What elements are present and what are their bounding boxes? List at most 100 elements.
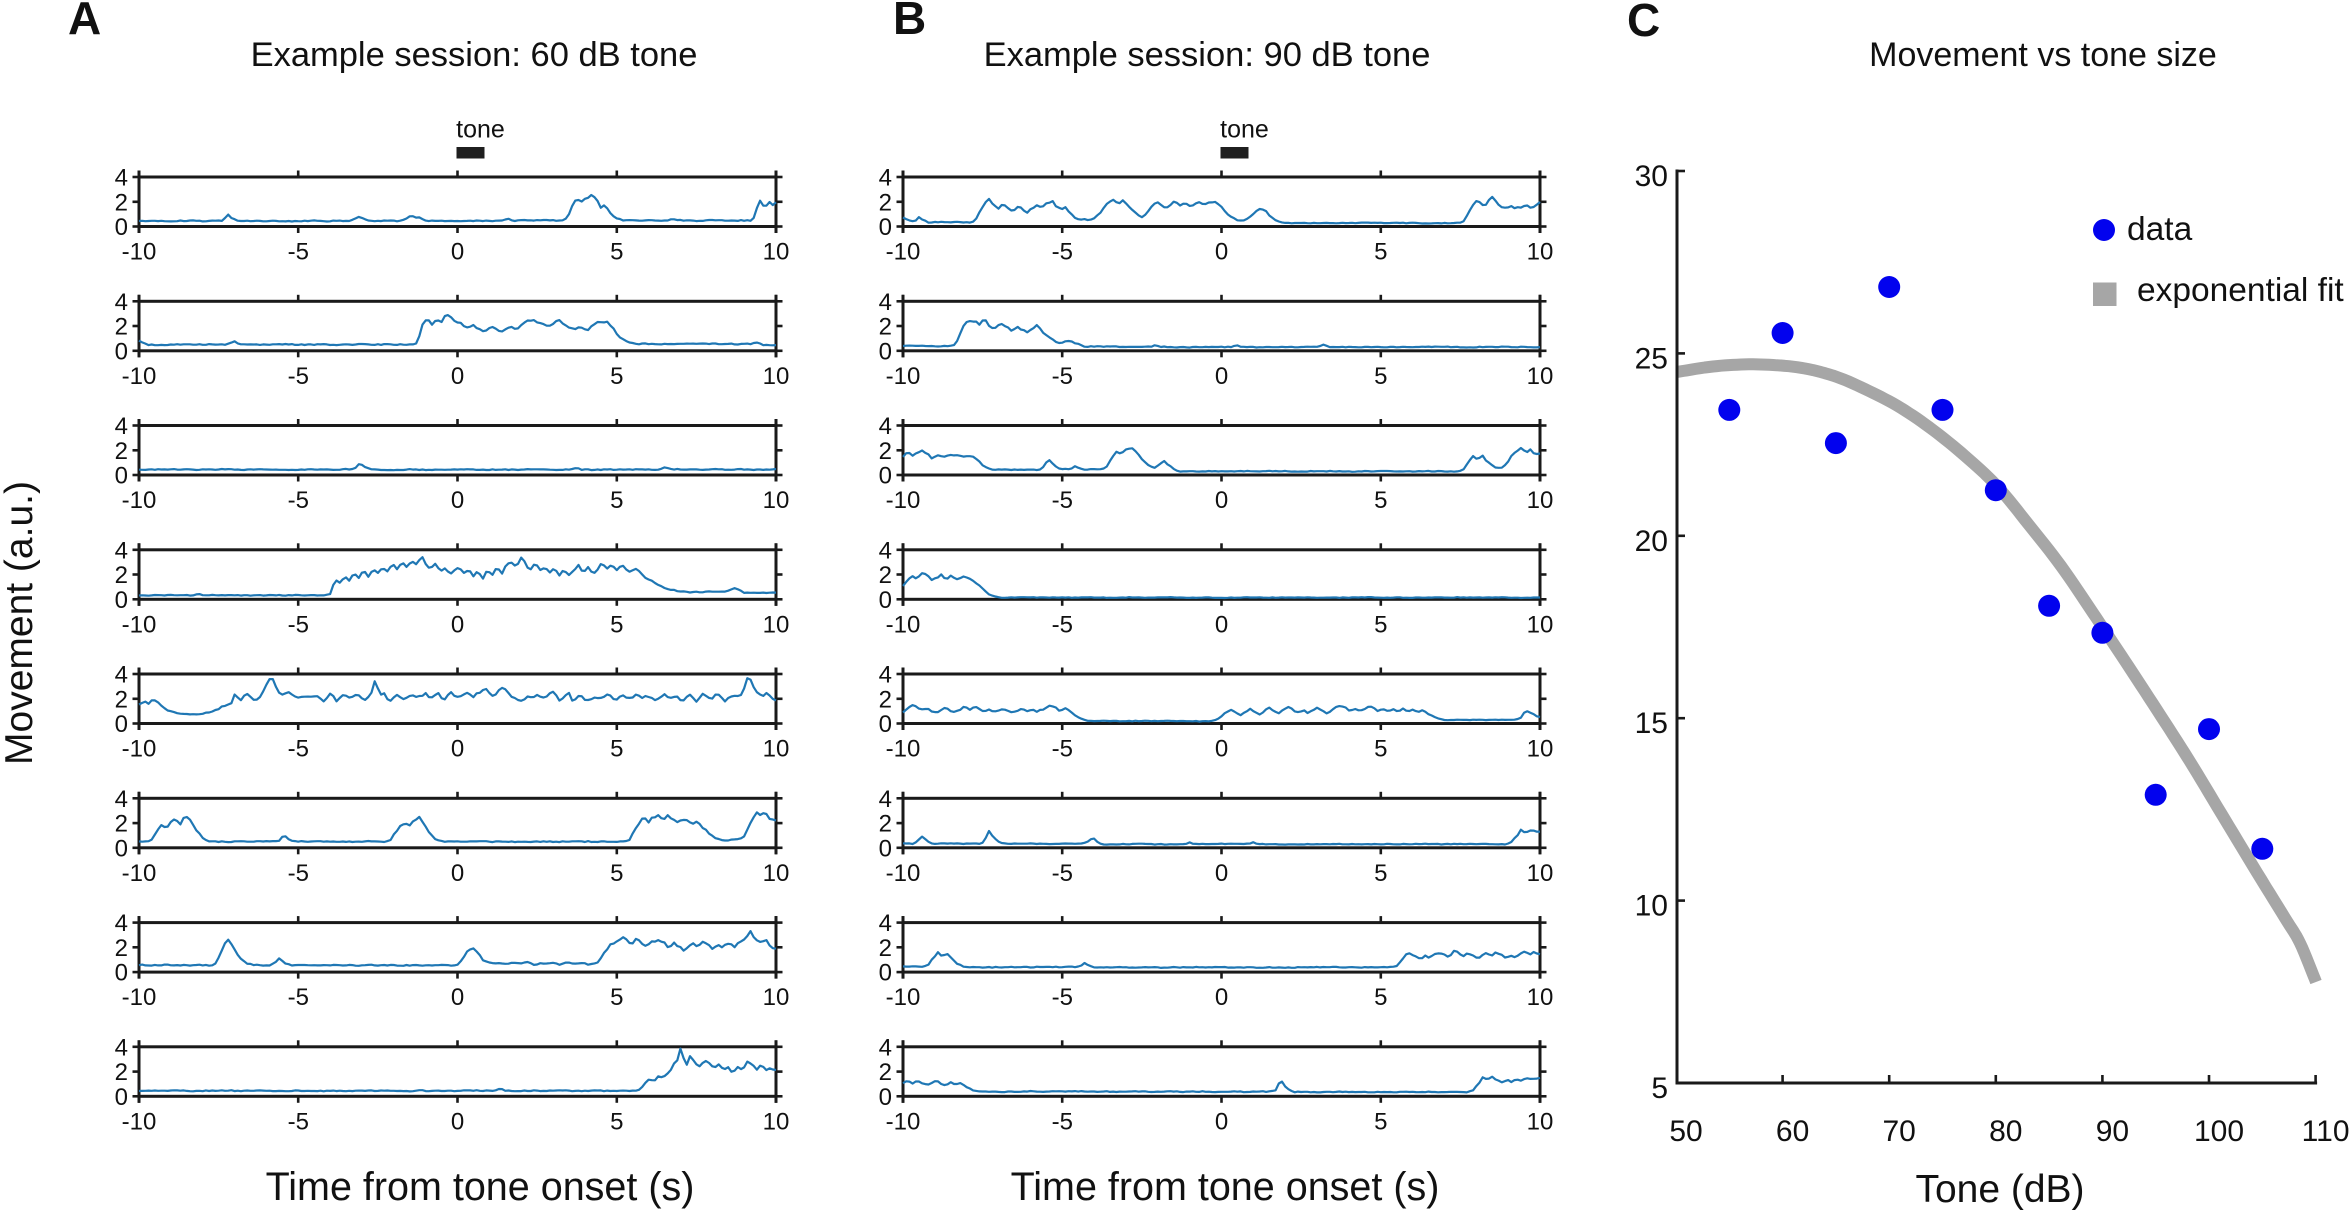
- svg-text:25: 25: [1635, 342, 1668, 375]
- svg-text:20: 20: [1635, 525, 1668, 558]
- svg-text:4: 4: [115, 662, 128, 689]
- svg-text:-10: -10: [122, 1108, 157, 1135]
- svg-text:2: 2: [115, 562, 128, 589]
- svg-text:0: 0: [451, 984, 464, 1011]
- svg-text:5: 5: [1374, 984, 1387, 1011]
- svg-text:5: 5: [610, 736, 623, 763]
- svg-text:0: 0: [879, 711, 892, 738]
- svg-text:4: 4: [879, 413, 892, 440]
- svg-text:5: 5: [610, 239, 623, 266]
- svg-text:2: 2: [115, 189, 128, 216]
- svg-text:Example session: 90 dB tone: Example session: 90 dB tone: [984, 36, 1431, 74]
- svg-text:2: 2: [879, 1059, 892, 1086]
- svg-text:0: 0: [879, 960, 892, 987]
- svg-text:4: 4: [879, 786, 892, 813]
- svg-text:2: 2: [879, 314, 892, 341]
- svg-text:-10: -10: [122, 611, 157, 638]
- svg-text:4: 4: [879, 537, 892, 564]
- svg-text:10: 10: [1527, 611, 1554, 638]
- svg-text:-10: -10: [886, 611, 921, 638]
- svg-text:4: 4: [115, 786, 128, 813]
- svg-text:Movement (a.u.): Movement (a.u.): [0, 481, 41, 765]
- svg-text:exponential fit: exponential fit: [2137, 272, 2344, 309]
- svg-text:4: 4: [115, 413, 128, 440]
- svg-text:5: 5: [1651, 1072, 1668, 1105]
- svg-text:0: 0: [115, 214, 128, 241]
- svg-text:tone: tone: [456, 116, 505, 144]
- svg-text:C: C: [1627, 0, 1660, 46]
- svg-text:0: 0: [451, 736, 464, 763]
- svg-text:10: 10: [1527, 363, 1554, 390]
- svg-text:4: 4: [115, 165, 128, 192]
- svg-text:4: 4: [879, 165, 892, 192]
- svg-text:0: 0: [115, 711, 128, 738]
- svg-text:-10: -10: [122, 860, 157, 887]
- svg-text:-10: -10: [886, 487, 921, 514]
- svg-text:-10: -10: [886, 984, 921, 1011]
- svg-text:50: 50: [1669, 1115, 1702, 1148]
- svg-text:2: 2: [879, 438, 892, 465]
- svg-text:2: 2: [879, 686, 892, 713]
- svg-text:0: 0: [451, 239, 464, 266]
- svg-text:0: 0: [451, 1108, 464, 1135]
- svg-text:10: 10: [1527, 736, 1554, 763]
- svg-text:-5: -5: [288, 1108, 309, 1135]
- svg-text:0: 0: [1215, 1108, 1228, 1135]
- svg-text:-10: -10: [122, 239, 157, 266]
- svg-text:-5: -5: [1052, 487, 1073, 514]
- svg-text:-5: -5: [1052, 611, 1073, 638]
- svg-text:4: 4: [879, 910, 892, 937]
- svg-text:100: 100: [2194, 1115, 2244, 1148]
- svg-text:5: 5: [610, 1108, 623, 1135]
- svg-text:10: 10: [763, 736, 790, 763]
- svg-text:-5: -5: [1052, 363, 1073, 390]
- svg-text:0: 0: [115, 587, 128, 614]
- svg-text:Tone (dB): Tone (dB): [1915, 1168, 2084, 1210]
- svg-text:data: data: [2127, 211, 2193, 248]
- svg-text:15: 15: [1635, 707, 1668, 740]
- svg-text:2: 2: [115, 811, 128, 838]
- svg-text:0: 0: [451, 363, 464, 390]
- svg-text:4: 4: [879, 1034, 892, 1061]
- svg-text:4: 4: [115, 537, 128, 564]
- svg-text:10: 10: [1527, 239, 1554, 266]
- svg-text:4: 4: [115, 289, 128, 316]
- svg-text:10: 10: [763, 363, 790, 390]
- svg-text:-10: -10: [886, 860, 921, 887]
- svg-text:10: 10: [763, 984, 790, 1011]
- svg-text:-5: -5: [1052, 860, 1073, 887]
- svg-text:Movement vs tone size: Movement vs tone size: [1869, 36, 2217, 74]
- svg-text:2: 2: [879, 935, 892, 962]
- svg-text:5: 5: [610, 611, 623, 638]
- svg-text:10: 10: [1527, 984, 1554, 1011]
- svg-text:0: 0: [451, 611, 464, 638]
- svg-text:-10: -10: [886, 363, 921, 390]
- svg-text:2: 2: [115, 314, 128, 341]
- svg-text:-5: -5: [1052, 239, 1073, 266]
- svg-text:5: 5: [1374, 487, 1387, 514]
- svg-text:5: 5: [610, 363, 623, 390]
- svg-text:0: 0: [1215, 487, 1228, 514]
- svg-text:5: 5: [610, 487, 623, 514]
- svg-text:30: 30: [1635, 160, 1668, 193]
- svg-text:5: 5: [1374, 1108, 1387, 1135]
- svg-text:10: 10: [1527, 1108, 1554, 1135]
- svg-text:4: 4: [115, 910, 128, 937]
- svg-text:0: 0: [879, 587, 892, 614]
- svg-text:-10: -10: [886, 1108, 921, 1135]
- svg-text:80: 80: [1989, 1115, 2022, 1148]
- svg-text:0: 0: [879, 1084, 892, 1111]
- svg-text:-5: -5: [288, 984, 309, 1011]
- svg-text:A: A: [68, 0, 101, 44]
- svg-text:4: 4: [879, 289, 892, 316]
- svg-text:4: 4: [879, 662, 892, 689]
- svg-text:10: 10: [763, 487, 790, 514]
- svg-text:10: 10: [763, 1108, 790, 1135]
- svg-text:-5: -5: [1052, 984, 1073, 1011]
- svg-text:0: 0: [879, 214, 892, 241]
- svg-text:-5: -5: [288, 363, 309, 390]
- svg-text:Example session: 60 dB tone: Example session: 60 dB tone: [251, 36, 698, 74]
- svg-text:110: 110: [2302, 1115, 2350, 1148]
- svg-text:-5: -5: [288, 239, 309, 266]
- svg-text:-10: -10: [122, 363, 157, 390]
